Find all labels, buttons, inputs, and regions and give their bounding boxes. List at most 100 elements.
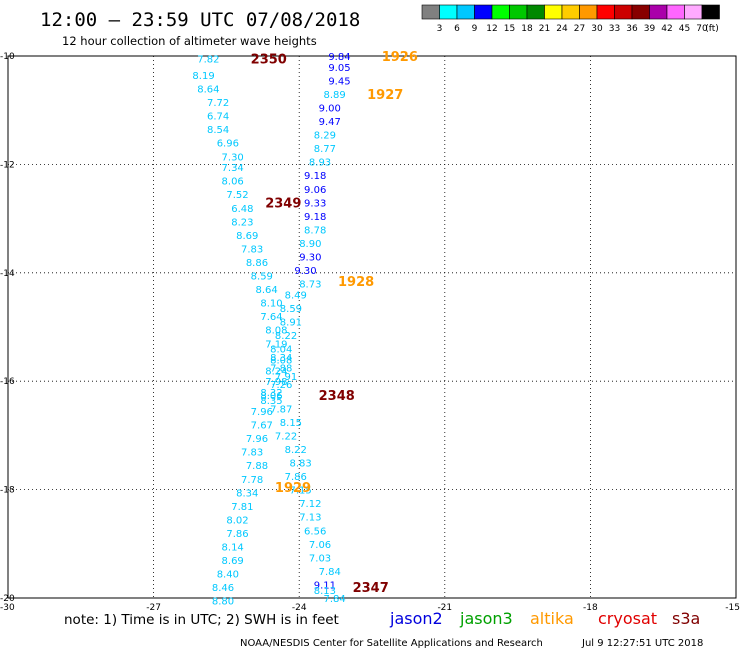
swh-value-label: 8.80 <box>212 597 234 608</box>
swh-value-label: 9.00 <box>319 103 341 114</box>
swh-value-label: 9.18 <box>304 171 326 182</box>
swh-value-label: 8.86 <box>246 258 268 269</box>
swh-value-label: 7.88 <box>246 461 268 472</box>
x-tick-label: -15 <box>725 603 740 613</box>
colorbar-tick-label: 15 <box>504 24 515 34</box>
plot-frame <box>7 55 737 599</box>
legend-jason3: jason3 <box>459 609 513 628</box>
swh-value-label: 9.47 <box>319 117 341 128</box>
swh-value-label: 8.64 <box>197 85 219 96</box>
swh-value-label: 7.96 <box>246 434 268 445</box>
swh-value-label: 7.78 <box>241 475 263 486</box>
swh-value-label: 6.96 <box>217 139 239 150</box>
y-tick-label: -14 <box>0 269 15 279</box>
colorbar-swatch <box>596 4 615 20</box>
swh-value-label: 8.23 <box>231 217 253 228</box>
swh-value-label: 7.86 <box>285 472 307 483</box>
swh-value-label: 8.40 <box>217 570 239 581</box>
swh-value-label: 7.72 <box>207 98 229 109</box>
colorbar-swatch <box>561 4 580 20</box>
x-tick-label: -24 <box>292 603 307 613</box>
swh-value-label: 7.52 <box>226 190 248 201</box>
swh-value-label: 7.87 <box>270 404 292 415</box>
swh-value-label: 8.04 <box>270 345 292 356</box>
swh-value-label: 8.06 <box>222 177 244 188</box>
swh-value-label: 8.90 <box>299 239 321 250</box>
y-tick-label: -12 <box>0 160 15 170</box>
swh-value-label: 7.98 <box>265 377 287 388</box>
data-points: 9.849.05 9.45 8.89 9.00 9.47 8.29 8.77 8.93 9.18… <box>192 52 350 608</box>
swh-value-label: 7.13 <box>299 513 321 524</box>
swh-value-label: 8.08 <box>270 356 292 367</box>
legend-cryosat: cryosat <box>598 609 657 628</box>
colorbar-swatch <box>544 4 563 20</box>
swh-value-label: 9.11 <box>314 580 336 591</box>
swh-value-label: 8.59 <box>280 304 302 315</box>
swh-value-label: 8.10 <box>260 299 282 310</box>
swh-value-label: 7.86 <box>226 529 248 540</box>
x-tick-label: -18 <box>583 603 598 613</box>
colorbar-swatch <box>649 4 668 20</box>
legend-jason2: jason2 <box>389 609 443 628</box>
swh-value-label: 8.69 <box>236 231 258 242</box>
swh-value-label: 7.15 <box>289 486 311 497</box>
colorbar-swatch <box>579 4 598 20</box>
colorbar-tick-label: 6 <box>454 24 460 34</box>
swh-value-label: 7.96 <box>251 407 273 418</box>
swh-value-label: 8.35 <box>260 396 282 407</box>
swh-value-label: 8.13 <box>314 586 336 597</box>
swh-value-label: 8.89 <box>323 90 345 101</box>
colorbar-swatch <box>701 4 720 20</box>
swh-value-label: 8.83 <box>289 459 311 470</box>
swh-value-label: 7.06 <box>309 540 331 551</box>
swh-value-label: 8.22 <box>285 445 307 456</box>
swh-value-label: 7.84 <box>319 567 341 578</box>
swh-value-label: 6.48 <box>231 204 253 215</box>
swh-value-label: 7.91 <box>275 372 297 383</box>
swh-value-label: 7.82 <box>197 55 219 66</box>
colorbar-tick-label: 27 <box>574 24 585 34</box>
pass-labels: 2350 1926 1927 2349 1928 2348 1929 2347 <box>251 50 418 596</box>
swh-value-label: 8.32 <box>260 388 282 399</box>
swh-value-label: 6.74 <box>207 112 229 123</box>
swh-value-label: 7.03 <box>309 553 331 564</box>
swh-value-label: 7.88 <box>270 364 292 375</box>
swh-value-label: 8.15 <box>280 418 302 429</box>
colorbar-tick-label: 24 <box>556 24 568 34</box>
colorbar-swatch <box>509 4 528 20</box>
swh-value-label: 8.24 <box>265 366 287 377</box>
swh-value-label: 6.56 <box>304 526 326 537</box>
colorbar-tick-label: 36 <box>626 24 638 34</box>
pass-number-label: 2348 <box>319 389 355 404</box>
pass-number-label: 2347 <box>353 581 389 596</box>
legend-altika: altika <box>530 609 574 628</box>
swh-value-label: 8.93 <box>309 158 331 169</box>
swh-value-label: 7.30 <box>222 152 244 163</box>
footer-credit: NOAA/NESDIS Center for Satellite Applica… <box>240 638 543 649</box>
swh-value-label: 8.59 <box>251 272 273 283</box>
swh-value-label: 9.05 <box>328 63 350 74</box>
swh-value-label: 7.12 <box>299 499 321 510</box>
swh-value-label: 8.34 <box>270 353 292 364</box>
colorbar-tick-label: 21 <box>539 24 550 34</box>
colorbar-tick-label: 18 <box>521 24 533 34</box>
colorbar-tick-label: 70 <box>696 24 708 34</box>
grid <box>8 56 736 598</box>
colorbar-tick-label: 42 <box>661 24 672 34</box>
chart-title: 12:00 – 23:59 UTC 07/08/2018 <box>40 9 360 31</box>
colorbar-tick-label: 9 <box>472 24 478 34</box>
swh-value-label: 8.46 <box>212 583 234 594</box>
swh-value-label: 8.19 <box>192 71 214 82</box>
colorbar-swatch <box>491 4 510 20</box>
colorbar-swatch <box>614 4 633 20</box>
swh-value-label: 8.14 <box>222 543 244 554</box>
swh-value-label: 8.77 <box>314 144 336 155</box>
y-tick-label: -20 <box>0 594 15 604</box>
units-note: note: 1) Time is in UTC; 2) SWH is in fe… <box>64 612 339 628</box>
chart-subtitle: 12 hour collection of altimeter wave hei… <box>62 34 317 48</box>
swh-value-label: 8.08 <box>265 326 287 337</box>
swh-value-label: 8.78 <box>304 225 326 236</box>
x-tick-label: -27 <box>146 603 161 613</box>
